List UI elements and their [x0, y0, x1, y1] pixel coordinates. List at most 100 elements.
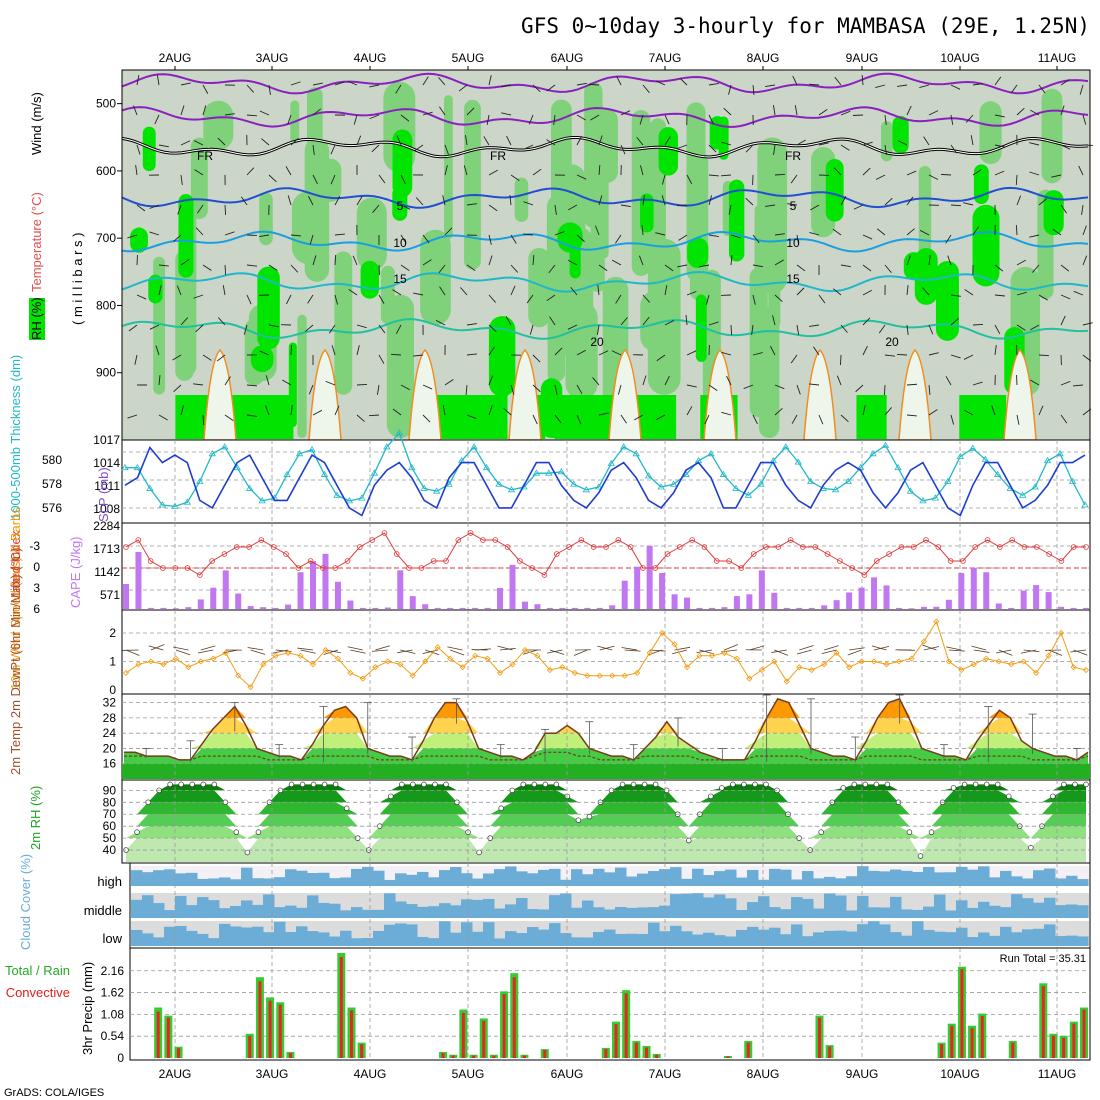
wind-barb	[994, 345, 997, 356]
surface-barb	[272, 649, 289, 654]
cloud-bar	[1044, 897, 1056, 918]
wind-barb	[259, 110, 270, 116]
wind-barb	[438, 77, 446, 86]
cape-bar	[322, 553, 329, 609]
wind-barb	[726, 375, 732, 386]
isotherm-lines	[121, 72, 1089, 340]
lifted-index-point	[861, 572, 868, 578]
rh-tick: 50	[103, 831, 117, 845]
rh-point	[1072, 781, 1078, 788]
thickness-marker	[969, 444, 977, 451]
wind-speed-point	[821, 661, 828, 668]
rh-grid	[122, 780, 1090, 863]
surface-barb	[847, 649, 862, 656]
wind-barb	[400, 234, 407, 244]
dry-peak	[508, 348, 542, 441]
rh-point	[343, 805, 350, 812]
wind-barb	[818, 108, 828, 116]
wind-barb	[765, 204, 776, 207]
wind-barb	[576, 114, 586, 121]
rh-high-patch	[658, 127, 678, 176]
cloud-bar	[417, 936, 429, 946]
cloud-bar	[274, 921, 286, 946]
wind-barb	[325, 380, 336, 386]
wind-barb	[217, 137, 226, 146]
wind-barb	[1060, 204, 1067, 214]
wind-speed-point	[160, 661, 167, 668]
temp-lines	[124, 694, 1089, 762]
cape-bar	[796, 607, 803, 609]
thickness-marker	[333, 491, 341, 498]
wind-barb	[1060, 380, 1071, 386]
surface-barb	[447, 646, 463, 651]
cloud-bar	[923, 906, 935, 918]
thickness-marker	[482, 463, 491, 471]
temp-tick: 20	[103, 741, 117, 755]
date-label-bottom: 3AUG	[256, 1067, 289, 1081]
wind-barb	[796, 287, 805, 296]
wind-barb	[906, 324, 909, 335]
cloud-bar	[1066, 904, 1078, 918]
cloud-bar	[296, 870, 308, 886]
cloud-bar	[296, 926, 308, 946]
cape-bar	[222, 570, 229, 609]
wind-barb	[352, 255, 358, 266]
wind-barb	[861, 74, 864, 86]
lifted-index-point	[750, 551, 757, 557]
wind-barb	[465, 384, 468, 395]
cloud-bar	[681, 931, 693, 946]
thickness-tick: 576	[42, 501, 62, 515]
pressure-tick-label: 900	[96, 366, 116, 380]
wind-barb	[1082, 114, 1087, 125]
cloud-bar	[527, 909, 539, 918]
cloud-bar	[582, 937, 594, 946]
wind-barb	[312, 409, 323, 416]
cloud-bar	[318, 902, 330, 918]
cloud-bar	[340, 877, 352, 886]
date-label-top: 11AUG	[1038, 51, 1076, 65]
wind-barb	[677, 264, 688, 268]
thickness-marker	[507, 486, 516, 493]
rh-point	[906, 829, 913, 835]
wind-barb	[1051, 174, 1062, 178]
wind-speed-point	[1033, 669, 1040, 676]
rh-point	[686, 837, 692, 844]
cloud-bar	[659, 905, 671, 918]
upper-air-ylabel: RH (%) Temperature (°C) Wind (m/s)	[29, 92, 45, 340]
rh-tick: 90	[103, 783, 117, 797]
cloud-axis: high middle low	[84, 863, 1058, 948]
lifted-index-point	[504, 544, 511, 550]
cape-bar	[858, 587, 865, 609]
wind-barb	[994, 264, 1004, 272]
cape-bar	[1008, 607, 1015, 609]
surface-barb	[871, 645, 887, 651]
rh-point	[299, 781, 306, 788]
thickness-marker	[432, 487, 441, 494]
cloud-bar	[703, 875, 715, 886]
thickness-marker	[632, 450, 640, 457]
wind-speed-point	[746, 675, 753, 682]
wind-barb	[265, 375, 270, 386]
precip-conv-bar	[817, 1017, 821, 1058]
wind-barb	[972, 83, 983, 86]
wind-barb	[745, 144, 754, 153]
rh-tick: 60	[103, 819, 117, 833]
cloud-bar	[142, 933, 154, 946]
wind-barb	[862, 317, 871, 326]
wind-barb	[862, 289, 873, 296]
thickness-marker	[931, 494, 940, 501]
wind-barb	[486, 114, 490, 125]
wind-barb	[265, 405, 270, 416]
surface-barb	[774, 649, 788, 656]
wind-barb	[1060, 105, 1065, 116]
cloud-bar	[461, 922, 473, 946]
cloud-bar	[945, 872, 957, 886]
surface-barb	[197, 649, 214, 654]
wind-barb	[523, 144, 534, 150]
cloud-bar	[714, 935, 726, 946]
wind-barb	[483, 136, 490, 146]
surface-barb	[397, 649, 413, 654]
wind-barb	[840, 354, 842, 366]
lifted-index-point	[1046, 551, 1052, 557]
